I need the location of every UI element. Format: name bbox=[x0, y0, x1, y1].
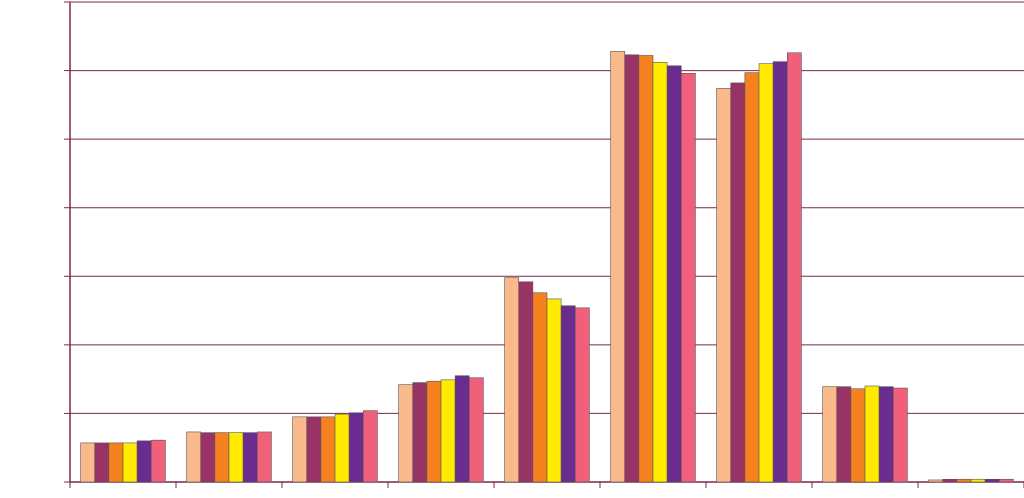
bar bbox=[892, 387, 908, 483]
bar bbox=[942, 478, 958, 483]
bar bbox=[928, 479, 944, 483]
bar bbox=[864, 385, 880, 483]
bar bbox=[292, 416, 308, 483]
bar bbox=[94, 442, 110, 483]
bar bbox=[772, 61, 788, 483]
bar bbox=[334, 413, 350, 483]
bar bbox=[468, 377, 484, 483]
bar bbox=[878, 386, 894, 483]
bar bbox=[610, 51, 626, 483]
bar bbox=[186, 431, 202, 483]
bar bbox=[638, 55, 654, 483]
bar bbox=[574, 307, 590, 483]
bar bbox=[504, 277, 520, 483]
bar bbox=[398, 384, 414, 483]
bar bbox=[822, 386, 838, 483]
bar bbox=[136, 440, 152, 483]
bar bbox=[560, 305, 576, 483]
bar bbox=[744, 72, 760, 483]
bar bbox=[624, 54, 640, 483]
bar bbox=[716, 88, 732, 483]
bar bbox=[532, 292, 548, 483]
bar bbox=[850, 388, 866, 483]
bar bbox=[426, 380, 442, 483]
bar bbox=[80, 442, 96, 483]
bar bbox=[348, 412, 364, 483]
bar bbox=[122, 442, 138, 483]
bar bbox=[256, 431, 272, 483]
bar bbox=[242, 432, 258, 483]
bar bbox=[730, 82, 746, 483]
bar bbox=[680, 73, 696, 483]
bar bbox=[200, 432, 216, 483]
bar bbox=[666, 65, 682, 483]
bar bbox=[228, 432, 244, 483]
bar bbox=[306, 416, 322, 483]
bar bbox=[546, 298, 562, 483]
bar bbox=[786, 52, 802, 483]
bar bbox=[970, 478, 986, 483]
bar bbox=[150, 439, 166, 483]
bar bbox=[108, 442, 124, 483]
bar bbox=[652, 62, 668, 483]
bar bbox=[956, 478, 972, 483]
bar bbox=[836, 386, 852, 483]
bar bbox=[998, 478, 1014, 483]
bar bbox=[518, 281, 534, 483]
bar bbox=[362, 410, 378, 483]
bar bbox=[320, 416, 336, 483]
bar bbox=[984, 478, 1000, 483]
bar bbox=[758, 63, 774, 483]
bar bbox=[412, 382, 428, 483]
bar bbox=[454, 375, 470, 483]
bar bbox=[214, 432, 230, 483]
bar bbox=[440, 379, 456, 483]
